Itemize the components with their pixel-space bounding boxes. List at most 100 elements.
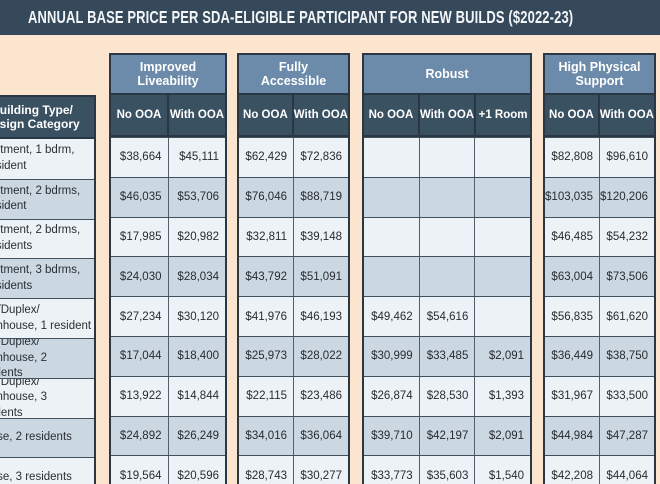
row-label: Villa/Duplex/ Townhouse, 2 residents [0, 338, 47, 378]
table-row: $24,030 $28,034 [111, 256, 225, 297]
table-row: $13,922 $14,844 [111, 375, 226, 416]
row-label: Villa/Duplex/ Townhouse, 1 resident [0, 304, 92, 332]
price-cell: $38,664 [119, 151, 162, 164]
table-row [364, 216, 530, 257]
table-row: $39,710 $42,197 $2,091 [364, 415, 530, 456]
group-card-improved-liveability: Improved Liveability No OOA With OOA $38,66… [109, 53, 227, 484]
table-row: $43,792 $51,091 [239, 256, 348, 297]
row-label: Apartment, 3 bdrms, 2 residents [0, 264, 81, 292]
price-cell: $14,844 [167, 376, 226, 416]
price-cell: $28,530 [418, 376, 475, 416]
table-row: $28,743 $30,277 [239, 455, 348, 484]
table-row: $32,811 $39,148 [239, 216, 348, 257]
table-row: Apartment, 3 bdrms, 2 residents [0, 258, 94, 299]
price-cell: $96,610 [599, 138, 654, 177]
price-cell [418, 217, 475, 257]
price-cell: $72,836 [293, 138, 348, 177]
price-cell [474, 297, 530, 336]
table-row: $103,035 $120,206 [545, 176, 654, 217]
price-cell: $24,030 [119, 270, 162, 283]
col-header-improved-liveability-with-ooa: With OOA [167, 95, 225, 135]
price-cell: $1,393 [474, 376, 530, 416]
price-cell: $17,985 [119, 230, 162, 243]
price-cell: $24,892 [119, 429, 162, 442]
table-row: $25,973 $28,022 [239, 335, 348, 376]
price-cell: $2,091 [474, 336, 530, 376]
table-row: $22,115 $23,486 [239, 375, 348, 416]
price-cell: $61,620 [599, 297, 654, 336]
price-cell: $19,564 [119, 469, 162, 482]
table-row: Apartment, 2 bdrms, 1 resident [0, 178, 94, 219]
price-cell: $35,603 [418, 456, 475, 484]
table-row: House, 3 residents [0, 457, 94, 484]
table-row: $41,976 $46,193 [239, 296, 348, 336]
price-cell: $39,710 [371, 429, 413, 442]
table-row: $49,462 $54,616 [364, 296, 530, 336]
title-bar: ANNUAL BASE PRICE PER SDA-ELIGIBLE PARTI… [0, 0, 660, 35]
price-cell: $62,429 [245, 151, 287, 164]
price-cell [418, 138, 475, 177]
price-cell: $46,485 [551, 230, 593, 243]
price-cell: $28,022 [293, 336, 348, 376]
table-row: $17,044 $18,400 [111, 335, 225, 376]
table-row: $46,035 $53,706 [111, 176, 225, 217]
table-row: Villa/Duplex/ Townhouse, 1 resident [0, 298, 94, 338]
price-cell: $82,808 [551, 151, 593, 164]
table-row: $46,485 $54,232 [545, 216, 654, 257]
price-cell: $43,792 [245, 270, 287, 283]
price-cell: $36,064 [293, 416, 348, 456]
price-cell: $36,449 [551, 350, 593, 363]
table-row: $24,892 $26,249 [111, 415, 226, 456]
col-header-high-physical-support-with-ooa: With OOA [597, 95, 654, 135]
row-label: Apartment, 2 bdrms, 2 residents [0, 224, 81, 252]
price-cell: $103,035 [545, 191, 593, 204]
row-header-card: Building Type/ Design Category Apartment… [0, 95, 96, 484]
price-cell [364, 178, 419, 217]
price-cell: $22,115 [246, 390, 287, 403]
column-header-row: No OOA With OOA [239, 95, 348, 137]
price-cell: $39,148 [293, 217, 348, 257]
price-cell [418, 177, 475, 217]
table-row: $63,004 $73,506 [545, 256, 654, 297]
price-cell: $33,500 [599, 376, 654, 416]
group-card-high-physical-support: High Physical Support No OOA With OOA $82,8… [543, 53, 656, 484]
table-row: $19,564 $20,596 [111, 455, 225, 484]
row-label: Villa/Duplex/ Townhouse, 3 residents [0, 378, 47, 418]
price-cell: $23,486 [293, 376, 348, 416]
group-header-high-physical-support: High Physical Support [545, 55, 654, 95]
price-cell: $42,197 [418, 416, 475, 456]
price-cell: $17,044 [119, 350, 162, 363]
price-cell: $1,540 [474, 456, 530, 484]
price-cell: $49,462 [371, 310, 413, 323]
price-cell: $42,208 [551, 469, 593, 482]
price-cell: $47,287 [599, 416, 654, 456]
price-cell: $33,773 [371, 469, 413, 482]
price-cell: $30,999 [371, 350, 413, 363]
price-cell: $13,922 [119, 390, 162, 403]
table-row: $62,429 $72,836 [239, 137, 348, 177]
price-cell: $30,120 [167, 297, 226, 336]
table-row: $56,835 $61,620 [545, 296, 654, 336]
table-row: Apartment, 2 bdrms, 2 residents [0, 218, 94, 259]
price-cell: $31,967 [551, 390, 593, 403]
column-header-row: No OOA With OOA +1 Room [364, 95, 531, 137]
table-row: $76,046 $88,719 [239, 176, 348, 217]
col-header-improved-liveability-no-ooa: No OOA [111, 95, 167, 135]
price-cell: $20,982 [167, 217, 226, 257]
price-cell: $120,206 [599, 177, 654, 217]
price-cell: $26,249 [167, 416, 226, 456]
table-row: $44,984 $47,287 [545, 415, 654, 456]
table-row: $82,808 $96,610 [545, 137, 654, 177]
price-cell: $27,234 [119, 310, 162, 323]
price-cell: $88,719 [293, 177, 348, 217]
price-cell: $44,984 [551, 429, 593, 442]
price-cell: $44,064 [599, 456, 654, 484]
price-cell [474, 217, 530, 257]
price-cell [474, 138, 530, 177]
price-cell [364, 218, 419, 257]
col-header-high-physical-support-no-ooa: No OOA [545, 95, 598, 135]
table-row: $36,449 $38,750 [545, 335, 654, 376]
price-cell: $46,193 [293, 297, 348, 336]
row-label: House, 2 residents [0, 431, 72, 444]
table-row: $42,208 $44,064 [545, 455, 654, 484]
